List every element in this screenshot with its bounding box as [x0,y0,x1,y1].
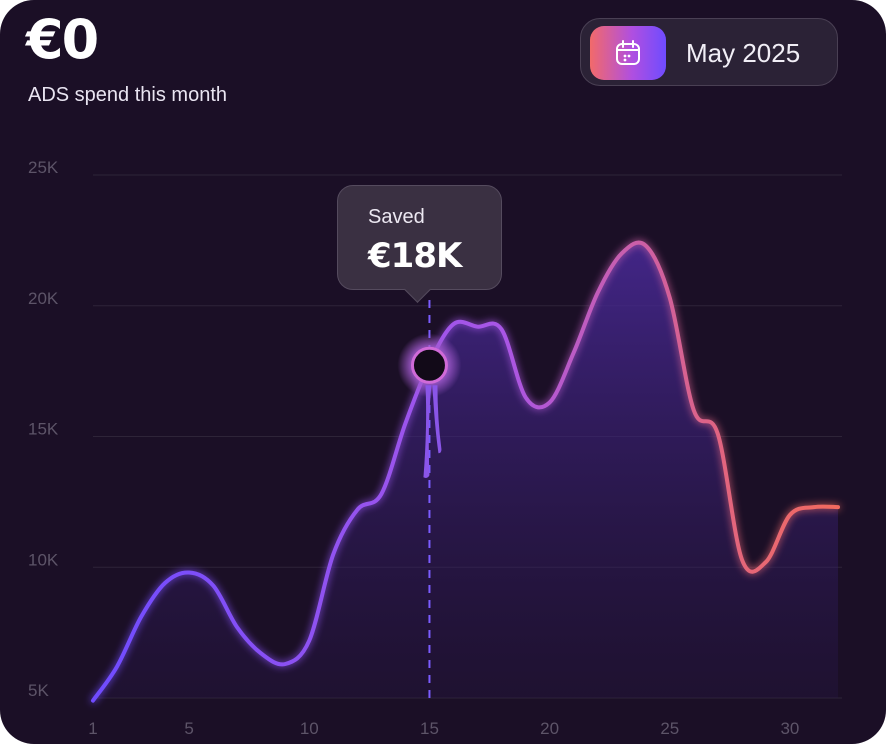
y-tick-label: 15K [28,420,59,439]
x-tick-label: 10 [300,719,319,738]
x-tick-label: 30 [780,719,799,738]
x-tick-label: 1 [88,719,97,738]
month-picker[interactable]: May 2025 [580,18,838,86]
paint-drip [423,385,432,478]
y-tick-label: 5K [28,681,49,700]
spend-line [91,240,840,703]
saved-tooltip: Saved €18K [337,185,502,290]
y-tick-label: 25K [28,158,59,177]
y-tick-label: 20K [28,289,59,308]
x-tick-label: 20 [540,719,559,738]
x-tick-label: 5 [184,719,193,738]
tooltip-value: €18K [368,236,462,276]
month-label: May 2025 [686,38,801,68]
spend-amount: €0 [26,8,99,71]
spend-subtitle: ADS spend this month [28,84,227,106]
calendar-button[interactable] [590,26,666,80]
calendar-icon [616,40,640,65]
selected-point-marker[interactable] [410,346,448,384]
y-tick-label: 10K [28,550,59,569]
x-tick-label: 15 [420,719,439,738]
x-tick-label: 25 [660,719,679,738]
paint-drip [432,385,442,454]
tooltip-label: Saved [368,206,425,228]
spend-area [93,242,838,701]
